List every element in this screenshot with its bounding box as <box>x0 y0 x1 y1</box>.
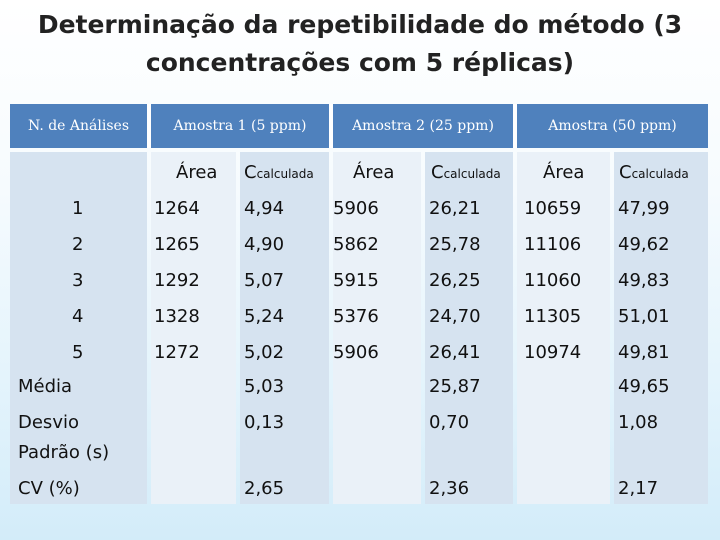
column-background <box>333 152 421 504</box>
subheader-c-main: C <box>431 162 444 183</box>
cv-a2: 2,36 <box>429 478 470 499</box>
header-amostra-3: Amostra (50 ppm) <box>517 104 708 148</box>
cell-a2-area: 5376 <box>333 306 379 327</box>
cell-a3-area: 11305 <box>524 306 582 327</box>
desvio-a3: 1,08 <box>618 412 659 433</box>
cell-a2-area: 5862 <box>333 234 379 255</box>
cv-a3: 2,17 <box>618 478 659 499</box>
subheader-c-main: C <box>244 162 257 183</box>
media-a1: 5,03 <box>244 376 285 397</box>
subheader-c-sub: calculada <box>256 167 314 181</box>
cell-a2-area: 5906 <box>333 342 379 363</box>
column-background <box>517 152 610 504</box>
cell-a2-c: 26,21 <box>429 198 481 219</box>
subheader-area-2: Área <box>353 162 395 183</box>
cell-a1-c: 4,94 <box>244 198 285 219</box>
repeatability-table: N. de Análises Amostra 1 (5 ppm) Amostra… <box>10 104 708 504</box>
cell-a3-c: 47,99 <box>618 198 670 219</box>
table-header-row: N. de Análises Amostra 1 (5 ppm) Amostra… <box>10 104 708 148</box>
column-background <box>425 152 513 504</box>
cell-a1-area: 1328 <box>154 306 200 327</box>
media-a2: 25,87 <box>429 376 481 397</box>
cell-a1-c: 5,07 <box>244 270 285 291</box>
subheader-c-sub: calculada <box>631 167 689 181</box>
column-background <box>614 152 708 504</box>
cell-a2-c: 24,70 <box>429 306 481 327</box>
cell-a3-c: 51,01 <box>618 306 670 327</box>
subheader-area-3: Área <box>543 162 585 183</box>
subheader-area-1: Área <box>176 162 218 183</box>
header-amostra-1: Amostra 1 (5 ppm) <box>151 104 329 148</box>
table-body: Área Ccalculada Área Ccalculada Área Cca… <box>10 152 708 504</box>
header-amostra-2: Amostra 2 (25 ppm) <box>333 104 513 148</box>
desvio-label-line-2: Padrão (s) <box>18 442 110 463</box>
subheader-c-2: Ccalculada <box>431 162 501 185</box>
row-label: 3 <box>72 270 84 291</box>
cell-a2-c: 26,41 <box>429 342 481 363</box>
row-label: 4 <box>72 306 84 327</box>
cell-a3-area: 10659 <box>524 198 582 219</box>
cell-a2-c: 25,78 <box>429 234 481 255</box>
cell-a1-c: 5,24 <box>244 306 285 327</box>
desvio-a1: 0,13 <box>244 412 285 433</box>
subheader-c-1: Ccalculada <box>244 162 314 185</box>
column-background <box>10 152 147 504</box>
cell-a1-area: 1292 <box>154 270 200 291</box>
subheader-c-3: Ccalculada <box>619 162 689 185</box>
row-label: 1 <box>72 198 84 219</box>
cell-a1-c: 5,02 <box>244 342 285 363</box>
cv-a1: 2,65 <box>244 478 285 499</box>
row-label: 5 <box>72 342 84 363</box>
desvio-a2: 0,70 <box>429 412 470 433</box>
cell-a3-area: 11060 <box>524 270 582 291</box>
media-a3: 49,65 <box>618 376 670 397</box>
media-label: Média <box>18 376 73 397</box>
column-background <box>151 152 236 504</box>
cell-a3-c: 49,81 <box>618 342 670 363</box>
cell-a1-area: 1272 <box>154 342 200 363</box>
cell-a3-area: 11106 <box>524 234 582 255</box>
header-analises: N. de Análises <box>10 104 147 148</box>
cv-label: CV (%) <box>18 478 80 499</box>
subheader-c-sub: calculada <box>443 167 501 181</box>
column-background <box>240 152 329 504</box>
slide-title: Determinação da repetibilidade do método… <box>37 10 683 77</box>
cell-a2-c: 26,25 <box>429 270 481 291</box>
cell-a3-c: 49,83 <box>618 270 670 291</box>
cell-a1-area: 1265 <box>154 234 200 255</box>
cell-a2-area: 5915 <box>333 270 379 291</box>
row-label: 2 <box>72 234 84 255</box>
cell-a3-area: 10974 <box>524 342 582 363</box>
desvio-label-line-1: Desvio <box>18 412 79 433</box>
cell-a3-c: 49,62 <box>618 234 670 255</box>
cell-a1-c: 4,90 <box>244 234 285 255</box>
subheader-c-main: C <box>619 162 632 183</box>
cell-a2-area: 5906 <box>333 198 379 219</box>
cell-a1-area: 1264 <box>154 198 200 219</box>
